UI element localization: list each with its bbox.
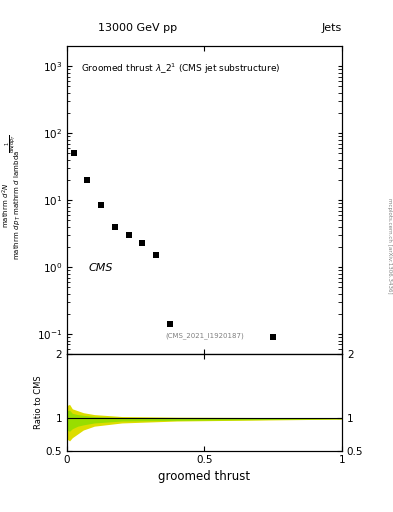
Text: (CMS_2021_I1920187): (CMS_2021_I1920187) — [165, 332, 244, 339]
Text: 13000 GeV pp: 13000 GeV pp — [98, 23, 177, 33]
Text: Jets: Jets — [321, 23, 342, 33]
Text: mathrm $d^2N$
mathrm $d\,p_T$ mathrm $d$ lambda: mathrm $d^2N$ mathrm $d\,p_T$ mathrm $d$… — [0, 150, 23, 260]
Text: Groomed thrust $\lambda\_2^1$ (CMS jet substructure): Groomed thrust $\lambda\_2^1$ (CMS jet s… — [81, 61, 280, 76]
Text: mcplots.cern.ch [arXiv:1306.3436]: mcplots.cern.ch [arXiv:1306.3436] — [387, 198, 392, 293]
Text: $\frac{1}{\mathrm{d}N/\mathrm{d}p_T}$: $\frac{1}{\mathrm{d}N/\mathrm{d}p_T}$ — [4, 134, 20, 153]
Y-axis label: Ratio to CMS: Ratio to CMS — [34, 376, 43, 429]
X-axis label: groomed thrust: groomed thrust — [158, 470, 250, 483]
Text: CMS: CMS — [89, 263, 113, 273]
